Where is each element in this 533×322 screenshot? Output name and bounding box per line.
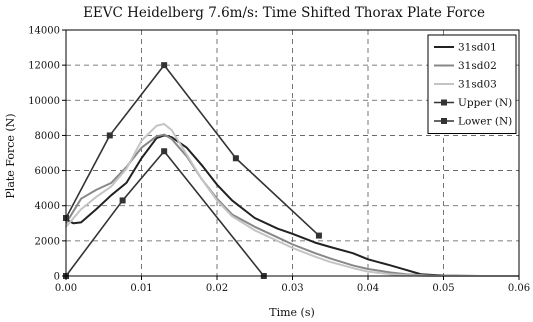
legend-marker xyxy=(441,99,447,106)
legend-marker xyxy=(441,118,447,124)
data-point xyxy=(119,197,126,204)
x-tick-label: 0.06 xyxy=(508,283,530,294)
y-tick-label: 2000 xyxy=(35,236,60,247)
legend-item: 31sd01 xyxy=(434,42,497,54)
y-tick-label: 6000 xyxy=(35,166,60,177)
y-tick-label: 4000 xyxy=(35,201,60,212)
data-point xyxy=(106,132,113,139)
legend-label: 31sd03 xyxy=(458,79,497,91)
series-layer xyxy=(63,62,519,279)
legend-label: 31sd01 xyxy=(458,42,497,54)
legend-label: Lower (N) xyxy=(458,116,512,128)
series-31sd03 xyxy=(65,123,519,277)
legend-item: 31sd03 xyxy=(434,79,497,91)
series-line xyxy=(65,150,265,277)
data-point xyxy=(161,148,168,155)
legend-label: 31sd02 xyxy=(458,60,497,72)
x-tick-label: 0.04 xyxy=(357,283,379,294)
legend: 31sd01 31sd02 31sd03 Upper (N) Lower (N) xyxy=(427,34,517,134)
x-tick-label: 0.01 xyxy=(130,283,152,294)
series-31sd01 xyxy=(65,134,519,277)
legend-item: 31sd02 xyxy=(434,60,497,72)
x-tick-label: 0.05 xyxy=(432,283,454,294)
y-tick-label: 0 xyxy=(54,272,60,283)
data-point xyxy=(161,62,168,69)
series-line xyxy=(65,134,519,277)
y-tick-label: 12000 xyxy=(28,61,60,72)
chart-title: EEVC Heidelberg 7.6m/s: Time Shifted Tho… xyxy=(83,5,485,21)
x-axis-label: Time (s) xyxy=(269,306,315,319)
legend-item: Upper (N) xyxy=(434,97,512,109)
x-tick-label: 0.00 xyxy=(55,283,77,294)
data-point xyxy=(232,155,239,162)
series-line xyxy=(65,123,519,277)
data-point xyxy=(315,232,322,239)
x-tick-label: 0.02 xyxy=(206,283,228,294)
y-axis-label: Plate Force (N) xyxy=(4,113,17,198)
legend-item: Lower (N) xyxy=(434,116,512,128)
ticks: 0.00 0.01 0.02 0.03 0.04 0.05 0.06 0 2000 4000 600… xyxy=(28,26,530,295)
legend-label: Upper (N) xyxy=(458,97,512,109)
y-tick-label: 14000 xyxy=(28,26,60,37)
x-tick-label: 0.03 xyxy=(281,283,303,294)
y-tick-label: 8000 xyxy=(35,131,60,142)
y-tick-label: 10000 xyxy=(28,96,60,107)
